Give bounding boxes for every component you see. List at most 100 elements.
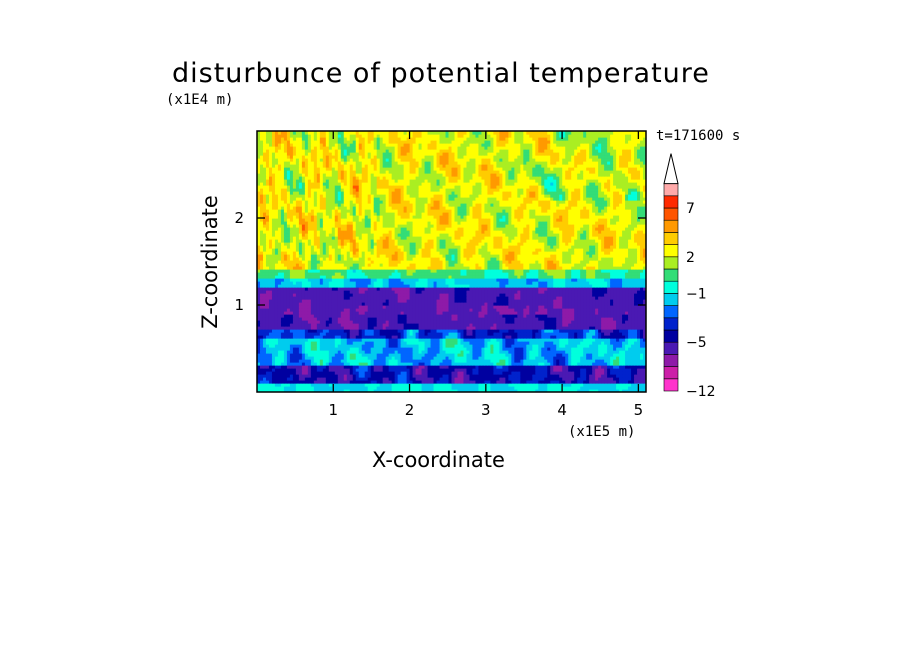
field-cell xyxy=(502,377,506,381)
field-cell xyxy=(283,386,288,390)
field-cell xyxy=(643,356,646,360)
field-cell xyxy=(583,302,587,306)
field-cell xyxy=(634,317,638,321)
field-cell xyxy=(448,335,453,339)
field-cell xyxy=(490,305,494,309)
field-cell xyxy=(526,368,530,372)
field-cell xyxy=(460,323,465,327)
field-cell xyxy=(376,335,381,339)
field-cell xyxy=(391,299,396,303)
field-cell xyxy=(637,344,641,348)
field-cell xyxy=(313,332,318,336)
field-cell xyxy=(403,374,408,378)
field-cell xyxy=(577,305,581,309)
field-cell xyxy=(385,341,390,345)
field-cell xyxy=(451,305,456,309)
field-cell xyxy=(550,311,554,315)
field-cell xyxy=(382,341,387,345)
field-cell xyxy=(643,368,646,372)
field-cell xyxy=(604,326,608,330)
field-cell xyxy=(556,365,560,369)
field-cell xyxy=(262,323,267,327)
field-cell xyxy=(508,335,512,339)
field-cell xyxy=(385,326,390,330)
field-cell xyxy=(292,380,297,384)
field-cell xyxy=(601,389,605,392)
field-cell xyxy=(541,362,545,366)
field-cell xyxy=(520,326,524,330)
field-cell xyxy=(280,386,285,390)
field-cell xyxy=(403,314,408,318)
field-cell xyxy=(541,323,545,327)
field-cell xyxy=(274,293,279,297)
field-cell xyxy=(451,350,456,354)
field-cell xyxy=(574,323,578,327)
field-cell xyxy=(604,335,608,339)
field-cell xyxy=(385,302,390,306)
field-cell xyxy=(562,329,566,333)
field-cell xyxy=(634,380,638,384)
field-cell xyxy=(475,302,480,306)
field-cell xyxy=(517,371,521,375)
field-cell xyxy=(454,380,459,384)
field-cell xyxy=(370,368,375,372)
field-cell xyxy=(586,335,590,339)
field-cell xyxy=(274,365,279,369)
field-cell xyxy=(442,293,447,297)
field-cell xyxy=(619,374,623,378)
field-cell xyxy=(451,323,456,327)
field-cell xyxy=(280,317,285,321)
field-cell xyxy=(376,332,381,336)
field-cell xyxy=(472,302,477,306)
field-cell xyxy=(316,317,321,321)
field-cell xyxy=(535,317,539,321)
field-cell xyxy=(451,347,456,351)
field-cell xyxy=(607,302,611,306)
field-cell xyxy=(433,302,438,306)
field-cell xyxy=(391,311,396,315)
field-cell xyxy=(304,335,309,339)
field-cell xyxy=(355,302,360,306)
field-cell xyxy=(640,293,644,297)
field-cell xyxy=(313,365,318,369)
field-cell xyxy=(265,374,270,378)
field-cell xyxy=(289,320,294,324)
field-cell xyxy=(448,320,453,324)
field-cell xyxy=(613,350,617,354)
field-cell xyxy=(322,323,327,327)
field-cell xyxy=(430,389,435,392)
field-cell xyxy=(346,293,351,297)
field-cell xyxy=(394,317,399,321)
field-cell xyxy=(415,305,420,309)
field-cell xyxy=(289,293,294,297)
field-cell xyxy=(553,323,557,327)
field-cell xyxy=(427,344,432,348)
field-cell xyxy=(415,293,420,297)
field-cell xyxy=(571,311,575,315)
field-cell xyxy=(607,296,611,300)
field-cell xyxy=(295,314,300,318)
field-cell xyxy=(496,347,500,351)
field-cell xyxy=(625,293,629,297)
field-cell xyxy=(637,347,641,351)
field-cell xyxy=(481,365,486,369)
field-cell xyxy=(523,386,527,390)
field-cell xyxy=(352,302,357,306)
field-cell xyxy=(334,299,339,303)
field-cell xyxy=(490,341,494,345)
field-cell xyxy=(391,353,396,357)
field-cell xyxy=(349,326,354,330)
field-cell xyxy=(595,320,599,324)
field-cell xyxy=(274,335,279,339)
field-cell xyxy=(601,314,605,318)
field-cell xyxy=(388,332,393,336)
field-cell xyxy=(373,341,378,345)
field-cell xyxy=(634,386,638,390)
field-cell xyxy=(400,341,405,345)
field-cell xyxy=(457,293,462,297)
field-cell xyxy=(568,305,572,309)
field-cell xyxy=(298,323,303,327)
field-cell xyxy=(295,383,300,387)
field-cell xyxy=(424,368,429,372)
field-cell xyxy=(439,365,444,369)
